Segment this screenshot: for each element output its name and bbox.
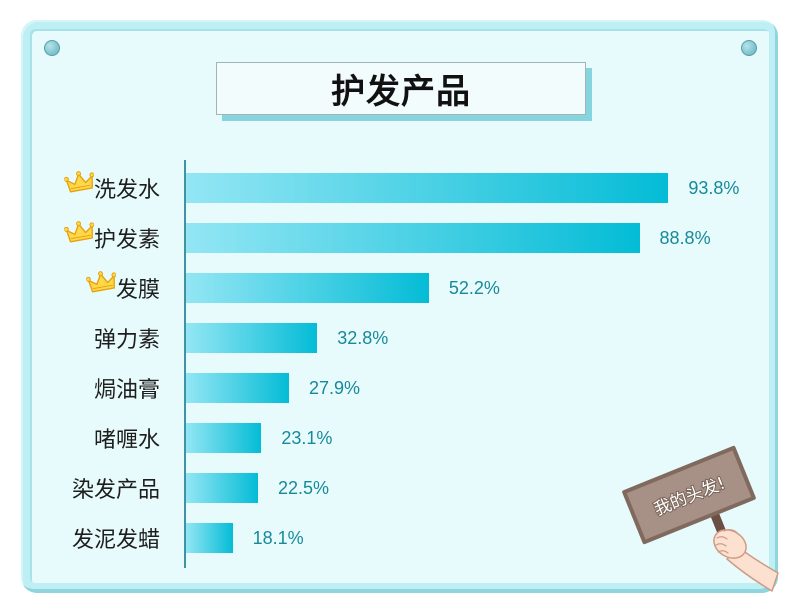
bar: [186, 523, 233, 553]
chart-title: 护发产品: [331, 72, 471, 112]
category-label: 弹力素: [94, 323, 160, 353]
category-label-text: 发膜: [115, 278, 160, 303]
category-label: 发膜: [85, 271, 160, 303]
value-label: 52.2%: [448, 278, 500, 298]
bar: [186, 373, 290, 403]
category-label-text: 啫喱水: [93, 428, 160, 453]
crown-icon: [63, 221, 95, 243]
hand-arm: [726, 546, 779, 592]
bar: [186, 173, 669, 203]
category-label: 发泥发蜡: [72, 523, 160, 553]
category-label-text: 护发素: [93, 228, 160, 253]
category-label: 洗发水: [63, 171, 160, 203]
bar: [186, 273, 429, 303]
sign-board: 我的头发!: [622, 445, 756, 545]
value-label: 22.5%: [277, 478, 329, 498]
bar: [186, 323, 318, 353]
value-label: 32.8%: [337, 328, 389, 348]
category-label: 焗油膏: [94, 373, 160, 403]
value-label: 23.1%: [281, 428, 333, 448]
category-label: 啫喱水: [94, 423, 160, 453]
bar: [186, 223, 640, 253]
value-label: 27.9%: [309, 378, 361, 398]
pin-icon: [44, 40, 60, 56]
crown-icon: [63, 171, 95, 193]
category-label-text: 洗发水: [93, 178, 160, 203]
category-label-text: 弹力素: [93, 328, 160, 353]
hand-icon: [713, 529, 779, 592]
value-label: 93.8%: [688, 178, 740, 198]
sign-board-face: [626, 450, 752, 540]
category-axis-line: [184, 160, 186, 568]
value-label: 18.1%: [252, 528, 304, 548]
category-label: 染发产品: [72, 473, 160, 503]
bar: [186, 423, 262, 453]
crown-icon: [85, 271, 117, 293]
bar: [186, 473, 258, 503]
pin-icon: [741, 40, 757, 56]
hand-fingers: [715, 529, 740, 554]
category-label-text: 焗油膏: [93, 378, 160, 403]
category-label: 护发素: [63, 221, 160, 253]
sign-illustration: 我的头发!: [622, 445, 779, 592]
value-label: 88.8%: [659, 228, 711, 248]
category-label-text: 染发产品: [71, 478, 160, 503]
title-box: 护发产品: [216, 62, 586, 115]
category-label-text: 发泥发蜡: [71, 528, 160, 553]
